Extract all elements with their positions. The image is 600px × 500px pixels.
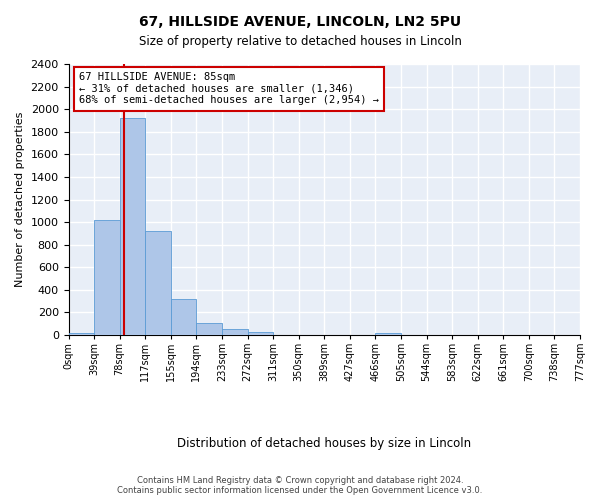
Bar [376,332,401,335]
Text: Size of property relative to detached houses in Lincoln: Size of property relative to detached ho… [139,35,461,48]
Bar [171,299,196,335]
Bar [145,231,171,335]
Text: Contains HM Land Registry data © Crown copyright and database right 2024.
Contai: Contains HM Land Registry data © Crown c… [118,476,482,495]
Bar [68,332,94,335]
Bar [248,332,273,335]
Bar [222,330,248,335]
X-axis label: Distribution of detached houses by size in Lincoln: Distribution of detached houses by size … [177,437,472,450]
Bar [94,220,119,335]
Bar [196,322,222,335]
Y-axis label: Number of detached properties: Number of detached properties [15,112,25,287]
Text: 67, HILLSIDE AVENUE, LINCOLN, LN2 5PU: 67, HILLSIDE AVENUE, LINCOLN, LN2 5PU [139,15,461,29]
Bar [119,118,145,335]
Text: 67 HILLSIDE AVENUE: 85sqm
← 31% of detached houses are smaller (1,346)
68% of se: 67 HILLSIDE AVENUE: 85sqm ← 31% of detac… [79,72,379,106]
